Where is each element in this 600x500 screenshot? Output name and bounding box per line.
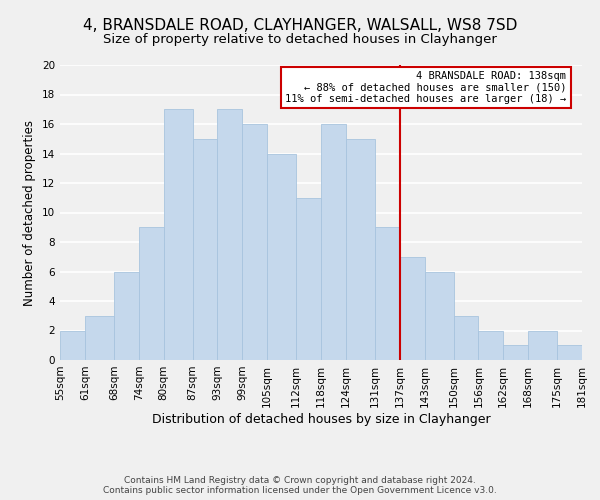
Text: 4, BRANSDALE ROAD, CLAYHANGER, WALSALL, WS8 7SD: 4, BRANSDALE ROAD, CLAYHANGER, WALSALL, … xyxy=(83,18,517,32)
Bar xyxy=(503,345,528,360)
Bar xyxy=(114,272,139,360)
Bar xyxy=(217,110,242,360)
Bar xyxy=(454,316,478,360)
Bar xyxy=(85,316,114,360)
Bar xyxy=(60,330,85,360)
Bar xyxy=(267,154,296,360)
Bar xyxy=(164,110,193,360)
Bar xyxy=(557,345,582,360)
Text: 4 BRANSDALE ROAD: 138sqm
← 88% of detached houses are smaller (150)
11% of semi-: 4 BRANSDALE ROAD: 138sqm ← 88% of detach… xyxy=(285,71,566,104)
Bar xyxy=(193,138,217,360)
X-axis label: Distribution of detached houses by size in Clayhanger: Distribution of detached houses by size … xyxy=(152,412,490,426)
Bar xyxy=(478,330,503,360)
Bar xyxy=(375,227,400,360)
Bar xyxy=(528,330,557,360)
Y-axis label: Number of detached properties: Number of detached properties xyxy=(23,120,37,306)
Text: Size of property relative to detached houses in Clayhanger: Size of property relative to detached ho… xyxy=(103,32,497,46)
Bar xyxy=(400,257,425,360)
Bar xyxy=(425,272,454,360)
Bar xyxy=(296,198,321,360)
Bar xyxy=(139,227,164,360)
Bar xyxy=(321,124,346,360)
Text: Contains public sector information licensed under the Open Government Licence v3: Contains public sector information licen… xyxy=(103,486,497,495)
Bar xyxy=(242,124,267,360)
Text: Contains HM Land Registry data © Crown copyright and database right 2024.: Contains HM Land Registry data © Crown c… xyxy=(124,476,476,485)
Bar xyxy=(346,138,375,360)
